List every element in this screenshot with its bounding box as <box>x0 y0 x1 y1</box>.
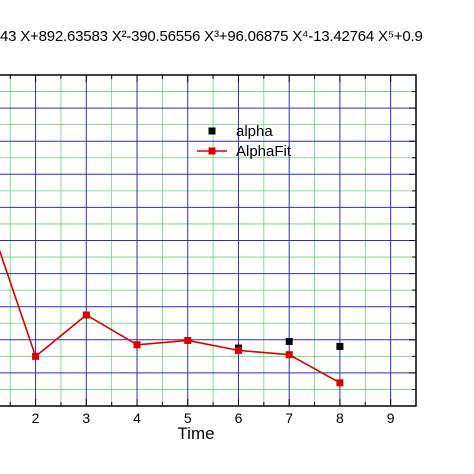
data-point <box>134 341 141 348</box>
data-point <box>336 379 343 386</box>
x-axis-label: Time <box>166 424 226 444</box>
legend-marker <box>209 128 216 135</box>
x-tick-label: 7 <box>285 410 293 426</box>
legend-item: alpha <box>209 123 274 140</box>
data-point <box>235 347 242 354</box>
x-tick-label: 9 <box>387 410 395 426</box>
legend-label: alpha <box>236 123 273 140</box>
data-point <box>83 311 90 318</box>
data-point <box>286 351 293 358</box>
x-tick-label: 8 <box>336 410 344 426</box>
x-tick-label: 3 <box>82 410 90 426</box>
data-point <box>286 338 293 345</box>
data-point <box>32 353 39 360</box>
data-point <box>184 337 191 344</box>
series-alphafit <box>0 204 343 386</box>
x-tick-label: 2 <box>32 410 40 426</box>
x-tick-label: 4 <box>133 410 141 426</box>
x-tick-label: 6 <box>235 410 243 426</box>
series-layer <box>0 204 343 386</box>
legend-label: AlphaFit <box>236 143 292 160</box>
data-point <box>336 343 343 350</box>
legend-marker <box>209 148 216 155</box>
